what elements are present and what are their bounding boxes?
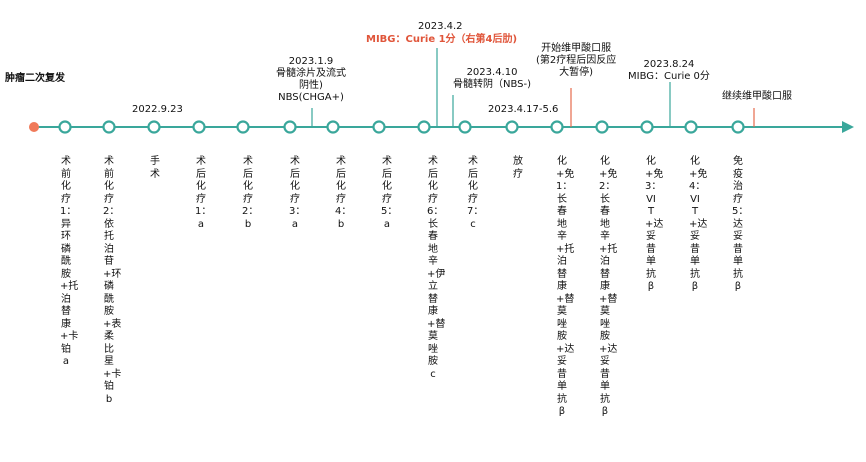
timeline-node-12 (550, 120, 564, 134)
timeline-node-7 (326, 120, 340, 134)
label-2023-4-10: 2023.4.10 骨髓转阴（NBS-) (453, 67, 532, 90)
timeline-node-16 (731, 120, 745, 134)
label-retinoic-start: 开始维甲酸口服 (第2疗程后因反应 大暂停) (536, 43, 617, 78)
start-dot (29, 122, 39, 132)
node-text-postop-chemo-5: 术后化疗5：a (381, 156, 398, 230)
timeline-node-10 (458, 120, 472, 134)
label-2023-1-9: 2023.1.9 骨髓涂片及流式 阴性) NBS(CHGA+) (276, 56, 346, 103)
node-text-chemo-immuno-4: 化+免4：VIT+达妥昔单抗β (689, 156, 708, 292)
label-2023-4-2-date: 2023.4.2 (418, 21, 463, 32)
label-recurrence: 肿瘤二次复发 (5, 73, 65, 84)
node-text-chemo-immuno-3: 化+免3：VIT+达妥昔单抗β (645, 156, 664, 292)
node-text-preop-chemo-1: 术前化疗1：异环磷酰胺+托泊替康+卡铂a (60, 156, 79, 367)
node-text-postop-chemo-1: 术后化疗1：a (195, 156, 212, 230)
timeline-arrowhead (842, 121, 854, 133)
timeline-node-14 (640, 120, 654, 134)
node-text-chemo-immuno-2: 化+免2：长春地辛+托泊替康+替莫唑胺+达妥昔单抗β (599, 156, 618, 417)
timeline-node-1 (58, 120, 72, 134)
timeline-node-13 (595, 120, 609, 134)
node-text-chemo-immuno-1: 化+免1：长春地辛+托泊替康+替莫唑胺+达妥昔单抗β (556, 156, 575, 417)
label-2023-4-17: 2023.4.17-5.6 (488, 104, 559, 115)
node-text-preop-chemo-2: 术前化疗2：依托泊苷+环磷酰胺+表柔比星+卡铂b (103, 156, 122, 405)
node-text-postop-chemo-6: 术后化疗6：长春地辛+伊立替康+替莫唑胺c (427, 156, 446, 380)
label-2023-8-24: 2023.8.24 MIBG：Curie 0分 (628, 59, 710, 82)
timeline-node-3 (147, 120, 161, 134)
node-text-postop-chemo-3: 术后化疗3：a (289, 156, 306, 230)
node-text-postop-chemo-7: 术后化疗7：c (467, 156, 484, 230)
timeline-node-5 (236, 120, 250, 134)
node-text-postop-chemo-2: 术后化疗2：b (242, 156, 259, 230)
timeline-node-6 (283, 120, 297, 134)
node-text-immunotherapy-5: 免疫治疗5：达妥昔单抗β (732, 156, 749, 292)
timeline-nodes (58, 120, 745, 134)
timeline-node-15 (684, 120, 698, 134)
timeline-node-11 (505, 120, 519, 134)
timeline-node-2 (102, 120, 116, 134)
timeline-node-4 (192, 120, 206, 134)
node-text-postop-chemo-4: 术后化疗4：b (335, 156, 352, 230)
timeline-node-9 (417, 120, 431, 134)
node-text-radiotherapy: 放疗 (513, 156, 523, 180)
label-continue-retinoic: 继续维甲酸口服 (722, 91, 792, 102)
timeline-node-8 (372, 120, 386, 134)
node-text-surgery: 手术 (150, 156, 160, 180)
label-2023-4-2-mibg: MIBG：Curie 1分（右第4后肋) (366, 34, 518, 45)
label-2022-9-23: 2022.9.23 (132, 104, 183, 115)
